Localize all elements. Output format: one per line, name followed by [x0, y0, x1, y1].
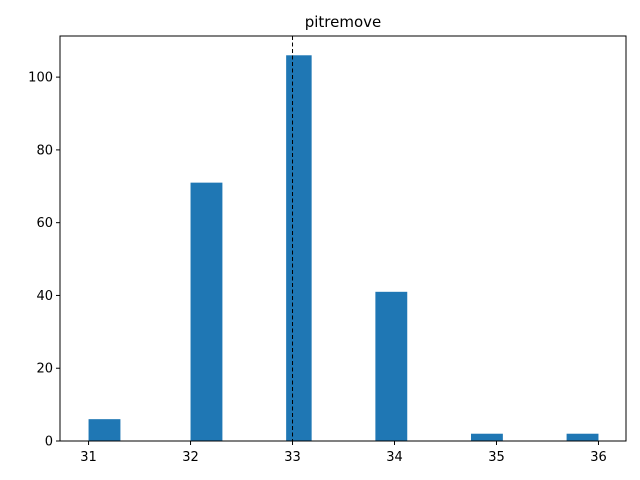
y-tick-label-5: 100: [28, 71, 53, 86]
bar-4: [470, 433, 503, 441]
ticks-layer: 31 32 33 34 35 36 0 20 40 60 80 100: [28, 71, 607, 465]
bar-3: [375, 291, 408, 441]
bar-5: [566, 433, 599, 441]
x-tick-label-5: 36: [590, 450, 607, 465]
x-tick-label-2: 33: [284, 450, 301, 465]
y-tick-label-2: 40: [36, 289, 53, 304]
y-tick-label-4: 80: [36, 143, 53, 158]
bar-1: [190, 182, 223, 441]
bar-2: [286, 55, 312, 442]
bars-layer: [88, 55, 599, 442]
bar-0: [88, 419, 121, 441]
x-tick-label-1: 32: [182, 450, 199, 465]
chart-title: pitremove: [305, 13, 382, 31]
x-tick-label-0: 31: [80, 450, 97, 465]
x-tick-label-4: 35: [488, 450, 505, 465]
y-tick-label-3: 60: [36, 216, 53, 231]
x-tick-label-3: 34: [386, 450, 403, 465]
y-tick-label-0: 0: [45, 435, 53, 450]
plot-frame: [59, 35, 627, 442]
y-tick-label-1: 20: [36, 362, 53, 377]
